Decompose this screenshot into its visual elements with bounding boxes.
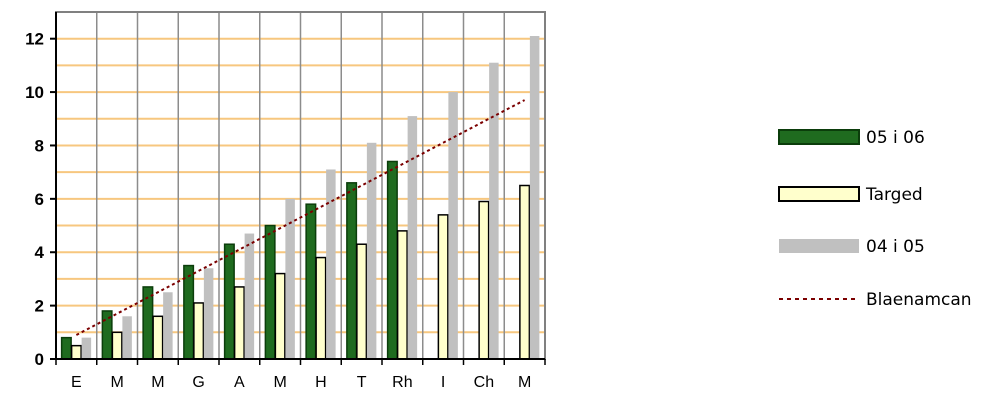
bar-05-i-06 [386,160,398,360]
bar-05-i-06 [305,203,317,360]
bar-04-i-05 [285,198,295,359]
legend-label-targed: Targed [865,185,923,205]
legend-label-blaenamcan: Blaenamcan [866,290,972,310]
bar-04-i-05 [366,142,377,359]
x-tick-label: A [234,374,245,391]
bar-05-i-06 [223,243,235,360]
x-tick-label: Ch [474,374,494,391]
trend-line-blaenamcan [75,99,526,336]
x-tick-label: M [110,374,123,391]
legend-swatch-05-i-06 [778,129,860,145]
y-tick-label: 8 [35,136,44,155]
bar-04-i-05 [122,316,132,359]
grid [56,11,545,359]
legend: 05 i 06 Targed 04 i 05 Blaenamcan [778,128,972,310]
bar-targed [519,184,531,360]
bar-05-i-06 [183,264,195,360]
y-tick-label: 4 [35,243,45,262]
x-tick-label: M [151,374,164,391]
bar-targed [111,331,123,360]
bar-targed [70,344,82,360]
bar-04-i-05 [448,92,458,360]
bar-04-i-05 [529,36,540,360]
bar-targed [193,302,205,360]
legend-label-04-i-05: 04 i 05 [866,237,925,257]
bar-04-i-05 [203,268,214,359]
y-tick-label: 6 [35,190,44,209]
bar-04-i-05 [163,292,173,359]
bar-targed [356,243,368,360]
x-tick-label: T [357,374,367,391]
x-tick-labels: E M M G A M H T Rh I Ch M [71,374,531,391]
y-tick-label: 2 [35,297,44,316]
x-tick-label: Rh [392,374,412,391]
legend-item-05-i-06: 05 i 06 [778,128,925,148]
legend-swatch-04-i-05 [779,239,859,253]
legend-swatch-targed [778,186,860,202]
bar-04-i-05 [326,169,336,359]
x-tick-label: M [518,374,531,391]
bar-targed [274,272,286,360]
x-tick-label: G [192,374,204,391]
axes [50,11,546,365]
bar-targed [152,315,164,360]
bar-targed [437,214,449,360]
bar-04-i-05 [244,233,255,359]
bar-targed [396,230,408,360]
bar-04-i-05 [489,62,499,359]
legend-item-targed: Targed [778,185,923,205]
y-tick-label: 12 [25,30,44,49]
bar-targed [315,256,327,360]
legend-item-blaenamcan: Blaenamcan [779,290,972,310]
bar-targed [233,286,245,360]
x-tick-label: E [71,374,82,391]
x-tick-label: M [273,374,286,391]
legend-label-05-i-06: 05 i 06 [866,128,925,148]
bar-05-i-06 [346,182,358,360]
legend-item-04-i-05: 04 i 05 [779,237,925,257]
y-tick-label: 10 [25,83,44,102]
x-tick-label: H [315,374,327,391]
bar-05-i-06 [264,224,276,360]
trend-line-layer [75,99,526,336]
bar-targed [478,200,490,360]
bar-04-i-05 [81,337,92,359]
y-tick-label: 0 [35,350,44,369]
bar-04-i-05 [407,116,418,359]
x-tick-label: I [441,374,445,391]
bar-05-i-06 [60,336,72,360]
y-tick-labels: 0 2 4 6 8 10 12 [25,30,44,369]
